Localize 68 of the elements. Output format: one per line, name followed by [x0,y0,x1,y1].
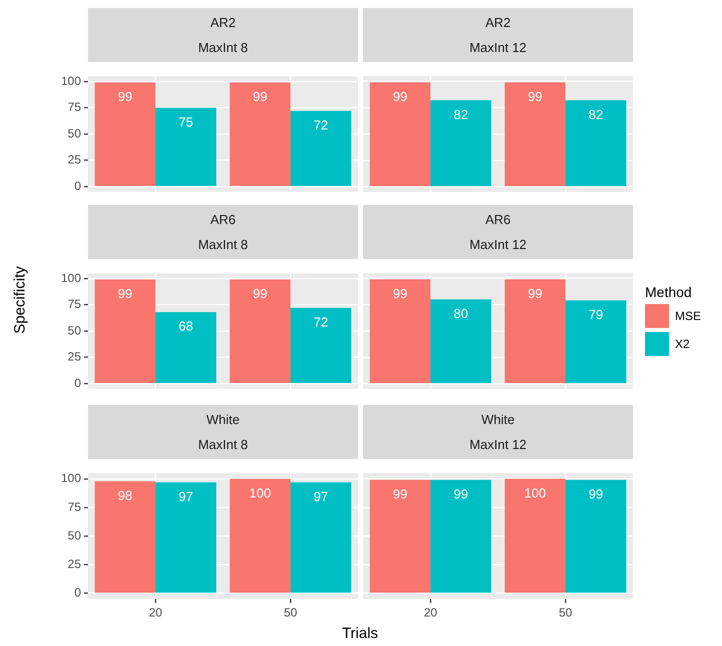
chart-subtitle: MaxInt 8 [197,437,249,452]
chart-title: AR6 [484,212,512,227]
y-tick-label: 75 [68,100,82,114]
x-tick-label: 50 [284,606,298,620]
y-axis-title: Specificity [12,266,28,334]
data-label: 82 [454,106,468,122]
chart-title: AR2 [209,15,237,30]
data-label: 98 [118,488,132,503]
x-tick-label: 50 [558,606,572,620]
data-label: 100 [249,485,271,500]
legend-title: Method [645,284,693,300]
data-label: 99 [392,486,408,502]
data-label: 80 [454,306,468,321]
y-tick-label: 100 [60,270,82,285]
data-label: 75 [178,114,194,130]
data-label: 99 [454,486,468,502]
data-label: 99 [118,89,132,104]
chart-subtitle: MaxInt 12 [468,437,528,452]
data-label: 99 [252,286,268,302]
y-tick-label: 75 [68,500,82,514]
legend-label: MSE [675,309,702,323]
y-tick-label: 0 [74,178,82,193]
data-label: 72 [314,314,328,330]
x-tick-label: 20 [148,606,162,620]
bar [230,280,290,383]
bar [94,82,156,186]
chart-subtitle: MaxInt 12 [468,40,528,55]
bar [290,308,352,383]
y-tick-label: 25 [68,152,82,167]
data-label: 82 [588,106,604,122]
y-tick-label: 100 [60,74,82,88]
chart-subtitle: MaxInt 12 [468,237,528,252]
data-label: 79 [588,306,604,322]
x-axis-title: Trials [342,625,378,642]
bar [156,312,216,383]
y-tick-label: 25 [68,350,82,364]
bar [290,110,352,186]
y-tick-label: 0 [74,586,82,600]
y-tick-label: 25 [68,557,82,572]
chart-title: White [205,412,241,427]
chart-subtitle: MaxInt 8 [197,237,249,252]
y-tick-label: 100 [60,471,82,486]
data-label: 99 [392,286,408,301]
y-tick-label: 50 [68,126,82,140]
data-label: 97 [314,488,328,504]
data-label: 99 [528,286,542,301]
data-label: 99 [118,286,132,302]
chart-title: AR2 [484,15,512,30]
bar [156,108,216,186]
chart-title: AR6 [209,212,237,227]
data-label: 99 [528,88,542,104]
y-tick-label: 75 [68,297,82,312]
bar [94,280,156,383]
y-tick-label: 50 [68,528,82,542]
data-label: 99 [392,88,408,104]
y-tick-label: 0 [74,376,82,390]
legend-label: X2 [675,337,690,351]
data-label: 100 [524,485,546,500]
bar [230,82,290,186]
y-tick-label: 50 [68,323,82,338]
data-label: 97 [178,488,194,504]
chart-title: White [480,412,516,427]
data-label: 99 [252,89,268,104]
data-label: 68 [178,318,194,334]
chart-subtitle: MaxInt 8 [197,40,249,55]
data-label: 72 [314,117,328,132]
x-tick-label: 20 [424,606,438,620]
data-label: 99 [588,486,604,502]
